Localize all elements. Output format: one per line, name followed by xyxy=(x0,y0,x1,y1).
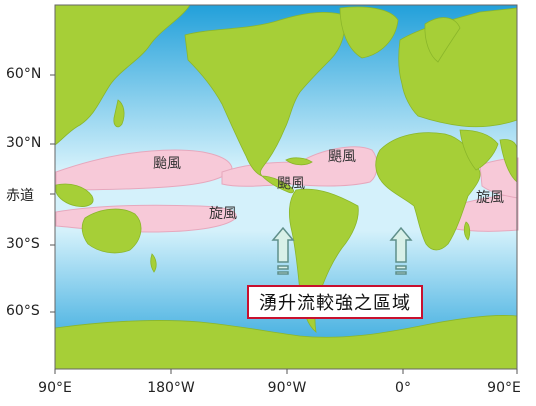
land-greenland xyxy=(339,6,399,59)
zone-label-cyclone-indian: 旋風 xyxy=(476,190,504,206)
zone-label-hurricane-atlantic: 颶風 xyxy=(328,149,356,165)
land xyxy=(54,4,518,370)
lat-label-30s: 30°S xyxy=(6,236,40,252)
land-australia xyxy=(81,208,142,254)
lat-label-30n: 30°N xyxy=(6,135,42,151)
upwelling-arrow-icon xyxy=(271,226,295,275)
lon-label-90e-left: 90°E xyxy=(38,380,72,396)
land-antarctica xyxy=(54,315,518,370)
zone-label-typhoon: 颱風 xyxy=(153,156,181,172)
lon-label-180w: 180°W xyxy=(147,380,195,396)
land-madagascar xyxy=(463,221,471,241)
lon-label-0: 0° xyxy=(395,380,411,396)
land-se-asia xyxy=(55,183,94,207)
zone-northwest-pacific xyxy=(55,149,233,191)
lon-label-90w: 90°W xyxy=(267,380,307,396)
land-new-zealand xyxy=(150,253,157,273)
land-asia-west xyxy=(54,4,191,146)
land-japan xyxy=(113,99,125,128)
zone-label-hurricane-pacific: 颶風 xyxy=(277,176,305,192)
lon-label-90e-right: 90°E xyxy=(487,380,521,396)
land-arabia xyxy=(459,129,499,171)
upwelling-callout: 湧升流較強之區域 xyxy=(247,285,423,319)
upwelling-arrow-icon xyxy=(389,226,413,275)
zone-label-cyclone-south-pacific: 旋風 xyxy=(209,206,237,222)
lat-label-60n: 60°N xyxy=(6,66,42,82)
land-africa xyxy=(375,132,481,251)
lat-label-equator: 赤道 xyxy=(6,188,34,204)
land-scandinavia xyxy=(424,17,461,63)
land-central-america xyxy=(261,175,295,194)
lat-label-60s: 60°S xyxy=(6,303,40,319)
map-frame xyxy=(54,4,518,370)
axis-ticks xyxy=(50,74,518,374)
land-north-america xyxy=(184,12,345,177)
land-caribbean xyxy=(285,157,313,166)
